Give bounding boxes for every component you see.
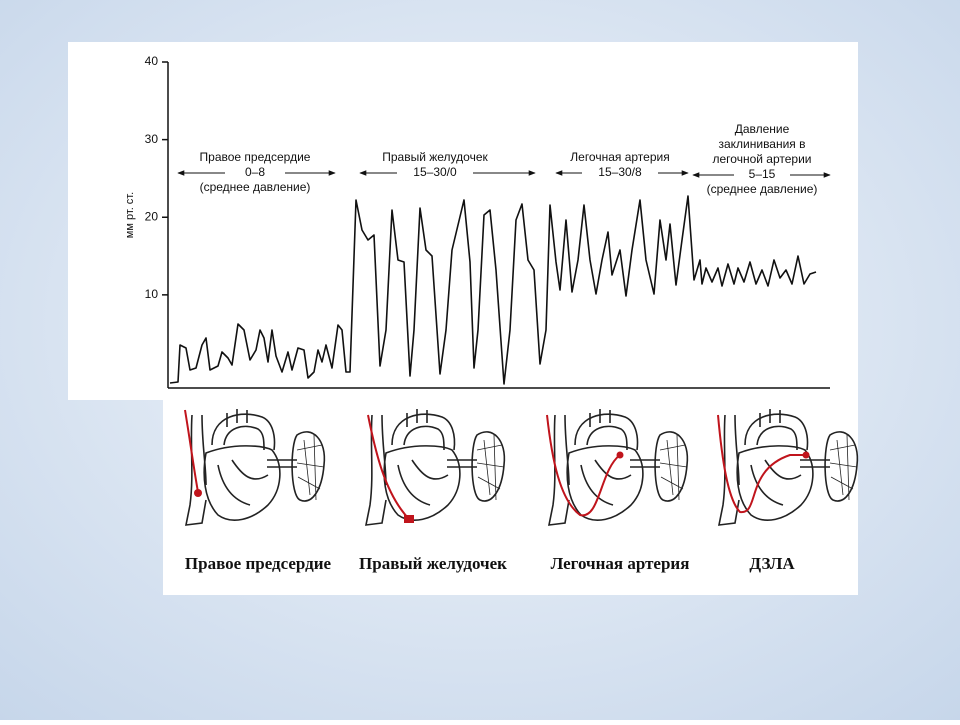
chart-panel [68, 42, 858, 400]
catheter-tip [404, 515, 414, 523]
captions: Правое предсердие Правый желудочек Легочна… [185, 554, 795, 573]
y-axis-label: мм рт. ст. [124, 192, 136, 238]
catheter [367, 414, 411, 521]
section-label: 15–30/0 [413, 165, 457, 179]
section-label: (среднее давление) [200, 180, 311, 194]
y-tick-label: 30 [145, 132, 159, 146]
catheter [717, 414, 805, 514]
section-label: Давление [735, 122, 790, 136]
catheter-tip [194, 489, 202, 497]
section-label: (среднее давление) [707, 182, 818, 196]
heart-diagrams [184, 409, 857, 525]
section-label: 5–15 [749, 167, 776, 181]
catheter-tip [802, 451, 810, 459]
figure-panel [163, 398, 858, 595]
y-tick-label: 20 [145, 209, 159, 223]
catheter-tip [616, 451, 624, 459]
caption: Правый желудочек [359, 554, 507, 573]
catheter [184, 409, 199, 493]
caption: ДЗЛА [749, 554, 795, 573]
y-tick-label: 10 [145, 287, 159, 301]
caption: Легочная артерия [551, 554, 690, 573]
section-label: Правый желудочек [382, 150, 488, 164]
caption: Правое предсердие [185, 554, 332, 573]
pressure-trace [169, 195, 817, 385]
catheter [546, 414, 621, 517]
y-ticks: 10 20 30 40 [145, 54, 168, 301]
section-label: Легочная артерия [570, 150, 669, 164]
section-label: заклинивания в [718, 137, 805, 151]
y-tick-label: 40 [145, 54, 159, 68]
section-label: Правое предсердие [200, 150, 311, 164]
section-label: 0–8 [245, 165, 265, 179]
section-label: 15–30/8 [598, 165, 642, 179]
section-label: легочной артерии [713, 152, 812, 166]
